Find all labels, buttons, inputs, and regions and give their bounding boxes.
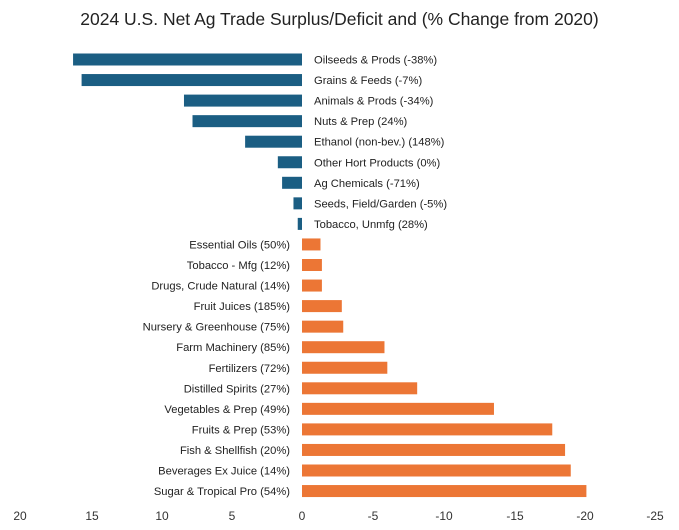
category-label-16: Distilled Spirits (27%) <box>184 383 291 395</box>
category-label-8: Tobacco, Unmfg (28%) <box>314 219 428 231</box>
bar-15 <box>302 361 388 374</box>
bar-0 <box>73 53 302 66</box>
x-tick-label-2: 10 <box>155 509 169 523</box>
category-label-20: Beverages Ex Juice (14%) <box>158 466 290 478</box>
bar-20 <box>302 464 571 477</box>
category-label-6: Ag Chemicals (-71%) <box>314 178 420 190</box>
x-tick-label-0: 20 <box>13 509 27 523</box>
bar-19 <box>302 443 566 456</box>
x-tick-label-5: -5 <box>368 509 379 523</box>
bar-8 <box>297 217 302 230</box>
bar-10 <box>302 259 322 271</box>
category-label-19: Fish & Shellfish (20%) <box>180 445 290 457</box>
x-axis-ticks-layer: 20 15 10 5 0 -5 -10 -15 -20 -25 <box>13 509 664 523</box>
bar-9 <box>302 238 321 251</box>
x-tick-label-1: 15 <box>85 509 99 523</box>
x-tick-label-6: -10 <box>435 509 453 523</box>
bar-14 <box>302 341 385 354</box>
bar-5 <box>277 156 302 169</box>
category-label-0: Oilseeds & Prods (-38%) <box>314 55 437 67</box>
category-label-12: Fruit Juices (185%) <box>194 301 291 313</box>
x-tick-label-8: -20 <box>576 509 594 523</box>
bar-16 <box>302 382 418 395</box>
category-label-10: Tobacco - Mfg (12%) <box>187 260 290 272</box>
category-label-13: Nursery & Greenhouse (75%) <box>143 322 291 334</box>
chart-title: 2024 U.S. Net Ag Trade Surplus/Deficit a… <box>80 9 599 29</box>
category-label-18: Fruits & Prep (53%) <box>192 424 291 436</box>
category-label-5: Other Hort Products (0%) <box>314 157 440 169</box>
bar-12 <box>302 300 342 313</box>
category-label-3: Nuts & Prep (24%) <box>314 116 408 128</box>
x-tick-label-7: -15 <box>506 509 524 523</box>
bar-4 <box>245 135 302 148</box>
category-label-9: Essential Oils (50%) <box>189 239 290 251</box>
x-tick-label-9: -25 <box>646 509 664 523</box>
x-tick-label-3: 5 <box>229 509 236 523</box>
bar-18 <box>302 423 553 436</box>
bar-13 <box>302 320 344 333</box>
category-label-11: Drugs, Crude Natural (14%) <box>151 281 290 293</box>
bar-17 <box>302 402 494 415</box>
bar-6 <box>282 176 302 189</box>
category-label-7: Seeds, Field/Garden (-5%) <box>314 198 447 210</box>
bar-7 <box>293 197 302 210</box>
category-label-4: Ethanol (non-bev.) (148%) <box>314 137 445 149</box>
x-tick-label-4: 0 <box>299 509 306 523</box>
bar-1 <box>81 74 302 87</box>
bar-3 <box>192 115 302 128</box>
category-label-15: Fertilizers (72%) <box>209 363 291 375</box>
bar-11 <box>302 279 322 292</box>
category-labels-layer: Oilseeds & Prods (-38%) Grains & Feeds (-… <box>143 55 448 499</box>
category-label-2: Animals & Prods (-34%) <box>314 96 434 108</box>
category-label-1: Grains & Feeds (-7%) <box>314 75 422 87</box>
bars-layer <box>73 53 587 498</box>
category-label-21: Sugar & Tropical Pro (54%) <box>154 486 290 498</box>
category-label-17: Vegetables & Prep (49%) <box>164 404 290 416</box>
bar-2 <box>183 94 302 107</box>
bar-21 <box>302 485 587 498</box>
category-label-14: Farm Machinery (85%) <box>176 342 290 354</box>
